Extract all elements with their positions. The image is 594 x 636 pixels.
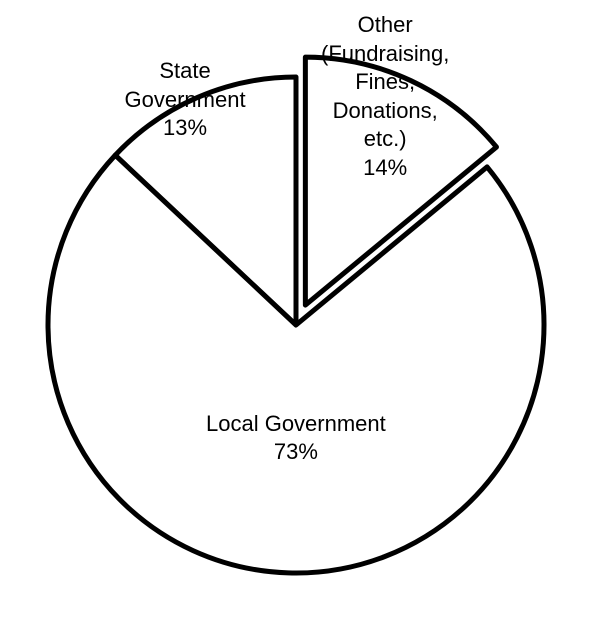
slice-label: Local Government 73% (206, 410, 386, 467)
slice-label: State Government 13% (125, 57, 246, 143)
pie-chart: Local Government 73% State Government 13%… (0, 0, 594, 631)
slice-label: Other (Fundraising, Fines, Donations, et… (321, 11, 449, 183)
pie-svg (0, 0, 594, 631)
